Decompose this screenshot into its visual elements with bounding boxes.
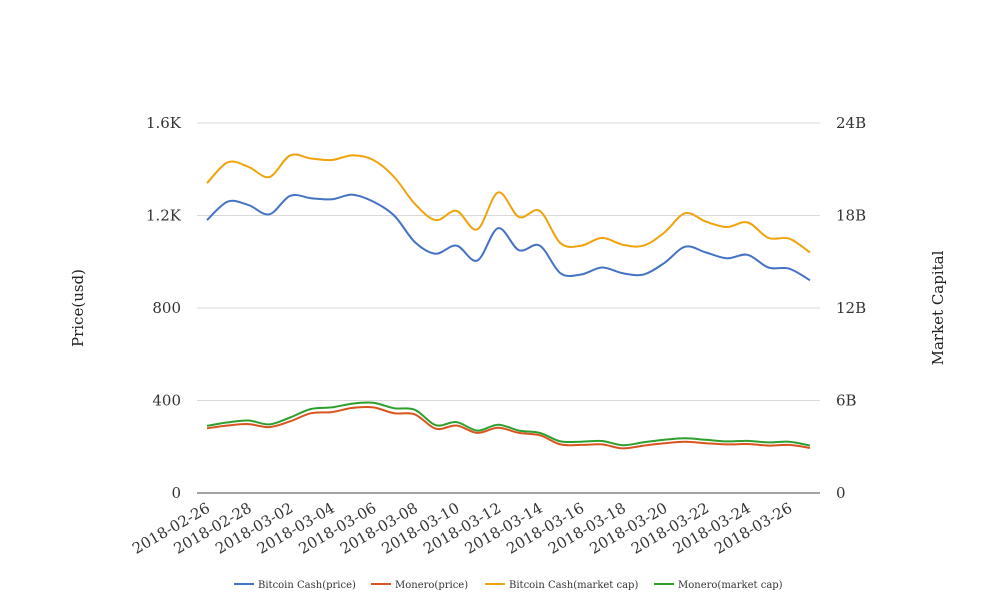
y-tick-label: 800	[152, 299, 181, 317]
legend-label: Monero(market cap)	[678, 580, 783, 591]
x-axis-ticks: 2018-02-262018-02-282018-03-022018-03-04…	[129, 499, 795, 558]
y2-tick-label: 12B	[836, 299, 866, 317]
y-tick-label: 1.2K	[146, 207, 182, 225]
y2-tick-label: 0	[836, 484, 846, 502]
series-line-1	[206, 405, 811, 450]
legend-label: Bitcoin Cash(market cap)	[509, 580, 638, 591]
y-tick-label: 1.6K	[146, 114, 182, 132]
series-line-2	[206, 153, 811, 254]
y2-axis-ticks: 0 6B 12B 18B 24B	[836, 114, 866, 502]
series-line-3	[206, 401, 811, 447]
grid-lines	[197, 122, 820, 494]
legend-label: Monero(price)	[395, 580, 468, 591]
y-tick-label: 400	[152, 392, 181, 410]
legend-item: Monero(market cap)	[654, 580, 783, 591]
series-line-0	[206, 193, 811, 282]
legend-item: Bitcoin Cash(market cap)	[485, 580, 638, 591]
y-axis-title: Price(usd)	[69, 269, 87, 347]
y2-axis-title: Market Capital	[929, 250, 947, 365]
y2-tick-label: 18B	[836, 207, 866, 225]
y-tick-label: 0	[171, 484, 181, 502]
legend-item: Monero(price)	[371, 580, 468, 591]
legend-label: Bitcoin Cash(price)	[258, 580, 356, 591]
y2-tick-label: 6B	[836, 392, 857, 410]
y-axis-ticks: 0 400 800 1.2K 1.6K	[146, 114, 182, 502]
series-lines	[206, 153, 811, 450]
legend-item: Bitcoin Cash(price)	[234, 580, 356, 591]
legend: Bitcoin Cash(price) Monero(price) Bitcoin …	[234, 580, 783, 591]
y2-tick-label: 24B	[836, 114, 866, 132]
